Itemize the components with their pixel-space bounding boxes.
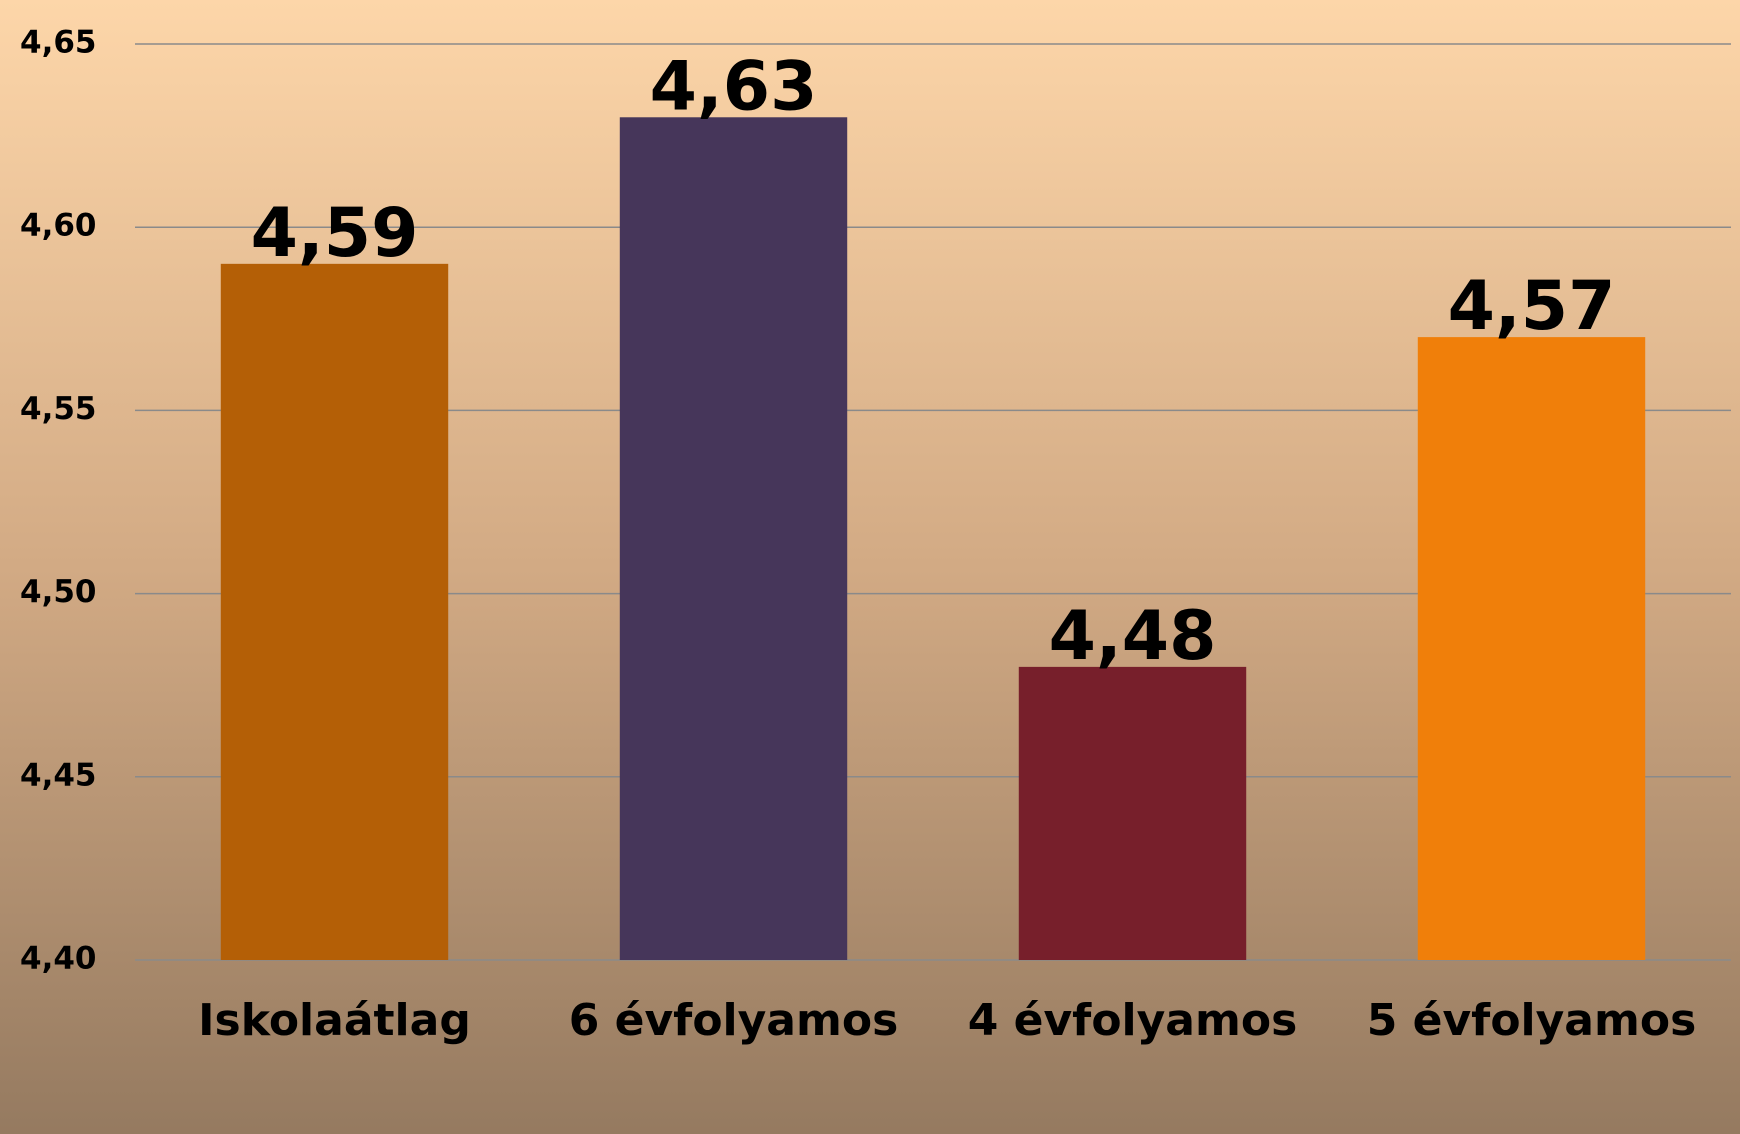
y-tick-label: 4,60 [20, 208, 97, 244]
y-tick-label: 4,45 [20, 757, 97, 793]
y-tick-label: 4,55 [20, 391, 97, 427]
bar [1018, 666, 1247, 960]
y-tick-label: 4,65 [20, 25, 97, 61]
x-tick-label: Iskolaátlag [198, 995, 471, 1046]
bar [1417, 337, 1646, 960]
x-tick-label: 4 évfolyamos [968, 995, 1298, 1046]
value-label: 4,48 [1049, 597, 1217, 676]
value-label: 4,57 [1448, 267, 1616, 346]
x-tick-label: 6 évfolyamos [569, 995, 899, 1046]
bar [220, 263, 449, 961]
value-label: 4,63 [650, 47, 818, 126]
y-tick-label: 4,40 [20, 941, 97, 977]
y-tick-label: 4,50 [20, 574, 97, 610]
bar [619, 117, 848, 960]
x-tick-label: 5 évfolyamos [1367, 995, 1697, 1046]
value-label: 4,59 [251, 194, 419, 273]
